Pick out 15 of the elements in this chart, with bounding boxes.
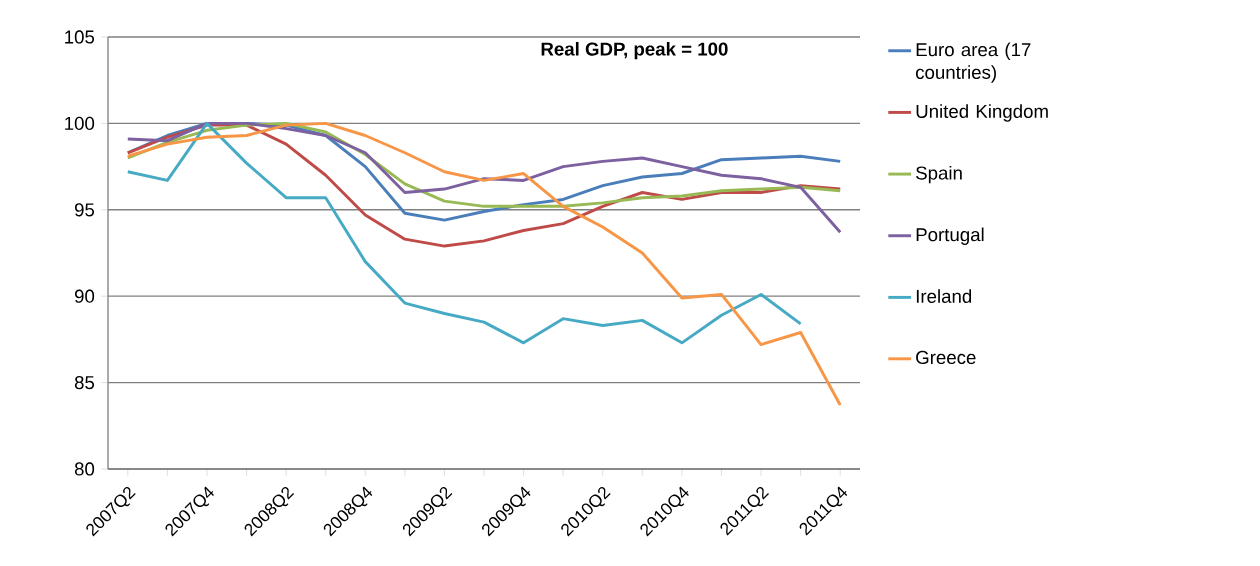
y-tick-label: 100: [65, 116, 95, 130]
chart-title: Real GDP, peak = 100: [541, 41, 728, 60]
legend-label: United Kingdom: [916, 104, 1048, 122]
legend-label: Euro area (17 countries): [915, 42, 1031, 83]
line-series: [126, 121, 803, 345]
y-tick-label: 80: [74, 462, 95, 476]
y-tick-label: 90: [74, 289, 95, 303]
y-tick-label: 105: [65, 30, 95, 44]
legend-label: Ireland: [916, 289, 972, 303]
legend-label: Portugal: [916, 227, 984, 245]
y-tick-label: 95: [74, 203, 95, 217]
line-series: [126, 121, 842, 407]
y-tick-label: 85: [74, 375, 95, 390]
legend-label: Spain: [916, 165, 962, 184]
legend-label: Greece: [916, 350, 976, 365]
